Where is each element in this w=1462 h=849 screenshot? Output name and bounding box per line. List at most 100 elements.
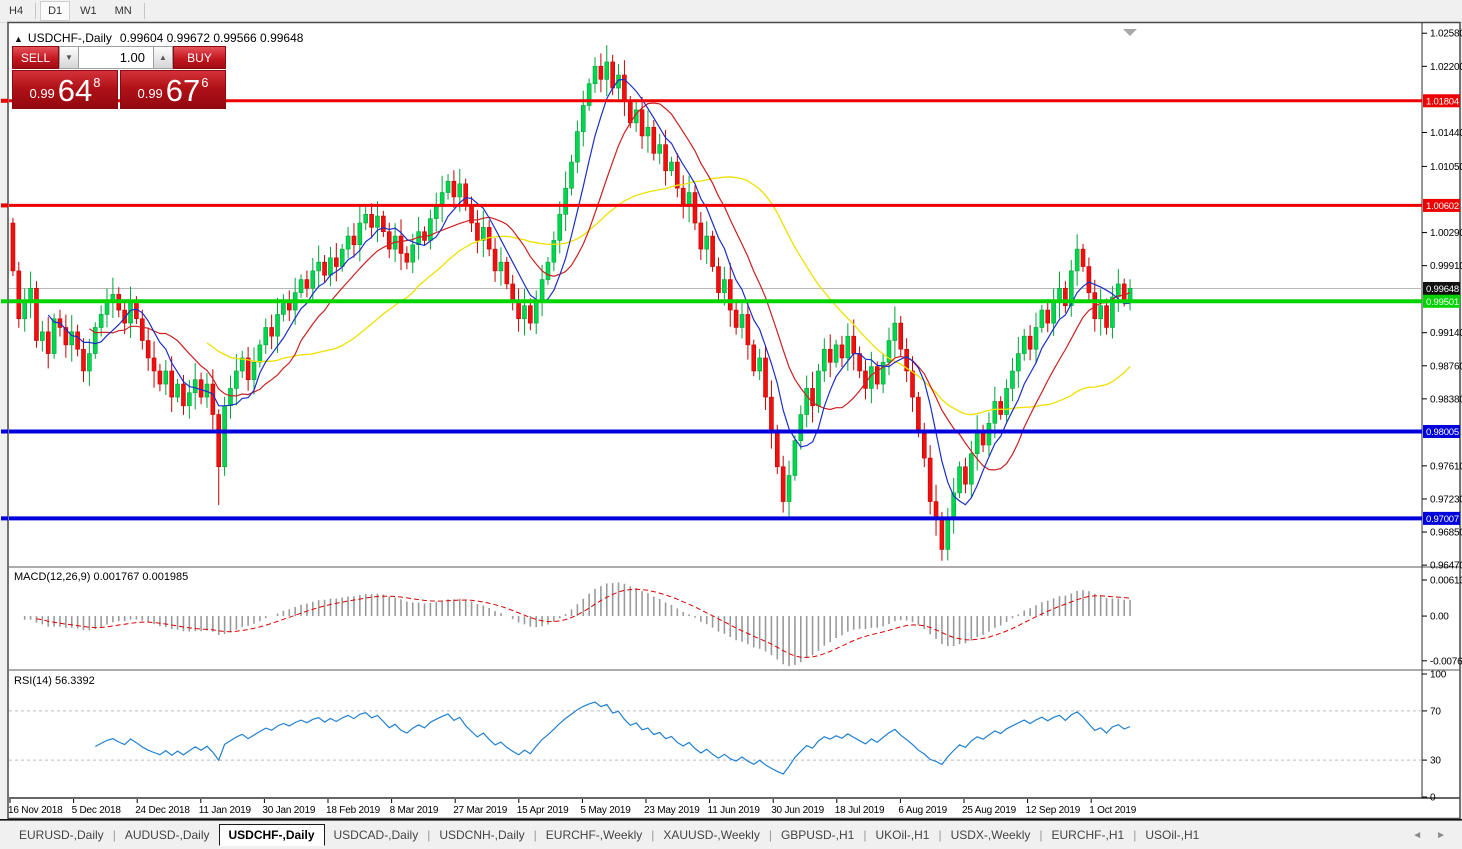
chart-ohlc-values: 0.99604 0.99672 0.99566 0.99648 xyxy=(119,31,304,45)
tab-separator: | xyxy=(533,828,537,842)
svg-text:1 Oct 2019: 1 Oct 2019 xyxy=(1089,805,1137,816)
macd-indicator-label: MACD(12,26,9) 0.001767 0.001985 xyxy=(14,571,189,583)
timeframe-button-h4[interactable]: H4 xyxy=(9,5,24,17)
buy-price-big: 67 xyxy=(165,73,201,108)
svg-text:5 Dec 2018: 5 Dec 2018 xyxy=(72,805,122,816)
svg-text:0.99140: 0.99140 xyxy=(1430,328,1462,339)
svg-text:30 Jan 2019: 30 Jan 2019 xyxy=(262,805,315,816)
tab-scroll-arrows: ◄ ► xyxy=(1398,830,1446,841)
tab-separator: | xyxy=(863,828,867,842)
price-axis: 1.02580 1.02200 1.01440 1.01050 1.00290 0.999… xyxy=(1422,29,1462,804)
svg-text:0.97610: 0.97610 xyxy=(1430,461,1462,472)
chart-tab-usdx-weekly[interactable]: USDX-,Weekly xyxy=(950,828,1031,842)
svg-text:0.99501: 0.99501 xyxy=(1426,297,1459,308)
chart-tab-ukoil-h1[interactable]: UKOil-,H1 xyxy=(875,828,930,842)
volume-input[interactable]: 1.00 xyxy=(79,46,153,69)
date-axis-background xyxy=(9,799,1460,818)
tab-separator: | xyxy=(938,828,942,842)
chart-tab-eurusd-daily[interactable]: EURUSD-,Daily xyxy=(19,828,104,842)
timeframe-button-mn[interactable]: MN xyxy=(114,5,132,17)
chart-tab-usdcad-daily[interactable]: USDCAD-,Daily xyxy=(333,828,419,842)
svg-text:30 Jun 2019: 30 Jun 2019 xyxy=(771,805,824,816)
chart-tab-usdcnh-daily[interactable]: USDCNH-,Daily xyxy=(439,828,525,842)
tab-separator: | xyxy=(1133,828,1137,842)
svg-text:0.99648: 0.99648 xyxy=(1426,284,1459,295)
svg-text:0.98005: 0.98005 xyxy=(1426,427,1459,438)
svg-text:15 Apr 2019: 15 Apr 2019 xyxy=(517,805,569,816)
svg-text:5 May 2019: 5 May 2019 xyxy=(580,805,631,816)
collapse-triangle-icon[interactable]: ▲ xyxy=(14,34,23,44)
svg-text:0.96850: 0.96850 xyxy=(1430,528,1462,539)
chart-symbol-period: USDCHF-,Daily xyxy=(27,31,112,45)
chart-tab-bar: EURUSD-,Daily | AUDUSD-,Daily USDCHF-,Daily… xyxy=(0,821,1462,849)
one-click-trading-panel: SELL ▼ 1.00 ▲ BUY 0.99 64 8 0.99 67 6 xyxy=(12,46,226,109)
chart-tab-xauusd-weekly[interactable]: XAUUSD-,Weekly xyxy=(663,828,760,842)
svg-text:1.01804: 1.01804 xyxy=(1426,96,1459,107)
svg-text:1.00290: 1.00290 xyxy=(1430,228,1462,239)
axis-background xyxy=(1423,23,1460,818)
svg-text:0.98380: 0.98380 xyxy=(1430,394,1462,405)
rsi-pane xyxy=(9,701,1422,775)
svg-text:11 Jan 2019: 11 Jan 2019 xyxy=(199,805,252,816)
toolbar-separator xyxy=(143,3,145,19)
svg-text:18 Feb 2019: 18 Feb 2019 xyxy=(326,805,381,816)
svg-text:0.97007: 0.97007 xyxy=(1426,514,1459,525)
svg-text:18 Jul 2019: 18 Jul 2019 xyxy=(835,805,885,816)
horizontal-level-lines xyxy=(1,98,1422,521)
chart-title: ▲ USDCHF-,Daily 0.99604 0.99672 0.99566 0.… xyxy=(14,31,303,45)
buy-price-box[interactable]: 0.99 67 6 xyxy=(120,70,226,109)
rsi-indicator-label: RSI(14) 56.3392 xyxy=(14,675,95,687)
toolbar-separator xyxy=(35,3,37,19)
svg-text:6 Aug 2019: 6 Aug 2019 xyxy=(898,805,947,816)
chart-tab-usdchf-daily[interactable]: USDCHF-,Daily xyxy=(218,824,325,846)
svg-text:70: 70 xyxy=(1430,706,1441,717)
svg-text:100: 100 xyxy=(1430,670,1447,681)
sell-price-box[interactable]: 0.99 64 8 xyxy=(12,70,118,109)
svg-text:27 Mar 2019: 27 Mar 2019 xyxy=(453,805,508,816)
tab-separator: | xyxy=(427,828,431,842)
svg-text:1.01050: 1.01050 xyxy=(1430,162,1462,173)
timeframe-button-w1[interactable]: W1 xyxy=(80,5,97,17)
sell-price-sup: 8 xyxy=(93,75,101,90)
timeframe-button-d1[interactable]: D1 xyxy=(40,1,71,21)
macd-pane xyxy=(23,582,1131,667)
svg-text:11 Jun 2019: 11 Jun 2019 xyxy=(708,805,761,816)
svg-text:23 May 2019: 23 May 2019 xyxy=(644,805,700,816)
tab-separator: | xyxy=(112,828,116,842)
sell-price-big: 64 xyxy=(57,73,93,108)
buy-button[interactable]: BUY xyxy=(173,46,226,69)
chart-tab-usoil-h1[interactable]: USOil-,H1 xyxy=(1145,828,1200,842)
svg-text:0.00: 0.00 xyxy=(1430,612,1449,623)
tab-scroll-right-icon[interactable]: ► xyxy=(1436,829,1446,841)
volume-increase-button[interactable]: ▲ xyxy=(153,46,173,69)
tab-separator: | xyxy=(1039,828,1043,842)
svg-text:8 Mar 2019: 8 Mar 2019 xyxy=(390,805,439,816)
chart-tab-gbpusd-h1[interactable]: GBPUSD-,H1 xyxy=(780,828,855,842)
chart-tab-eurchf-weekly[interactable]: EURCHF-,Weekly xyxy=(545,828,643,842)
buy-price-sup: 6 xyxy=(201,75,209,90)
svg-text:12 Sep 2019: 12 Sep 2019 xyxy=(1026,805,1081,816)
chart-canvas[interactable]: 1.02580 1.02200 1.01440 1.01050 1.00290 0.999… xyxy=(0,0,1462,821)
autoscroll-marker-icon xyxy=(1123,29,1137,36)
sell-button[interactable]: SELL xyxy=(12,46,59,69)
date-axis: 16 Nov 2018 5 Dec 2018 24 Dec 2018 11 Jan 2… xyxy=(8,799,1137,816)
chart-tab-audusd-daily[interactable]: AUDUSD-,Daily xyxy=(124,828,210,842)
svg-text:0.97230: 0.97230 xyxy=(1430,494,1462,505)
volume-decrease-button[interactable]: ▼ xyxy=(59,46,79,69)
svg-text:0.98760: 0.98760 xyxy=(1430,361,1462,372)
svg-text:1.02200: 1.02200 xyxy=(1430,62,1462,73)
chart-background xyxy=(9,23,1422,818)
grid-and-frame xyxy=(0,21,1462,821)
svg-text:16 Nov 2018: 16 Nov 2018 xyxy=(8,805,63,816)
tab-separator: | xyxy=(651,828,655,842)
chart-tab-eurchf-h1[interactable]: EURCHF-,H1 xyxy=(1051,828,1125,842)
svg-text:24 Dec 2018: 24 Dec 2018 xyxy=(135,805,190,816)
tab-scroll-left-icon[interactable]: ◄ xyxy=(1412,829,1423,841)
svg-text:0.99910: 0.99910 xyxy=(1430,261,1462,272)
svg-text:1.02580: 1.02580 xyxy=(1430,29,1462,40)
buy-price-prefix: 0.99 xyxy=(137,86,163,101)
tab-separator: | xyxy=(768,828,772,842)
svg-text:30: 30 xyxy=(1430,756,1441,767)
